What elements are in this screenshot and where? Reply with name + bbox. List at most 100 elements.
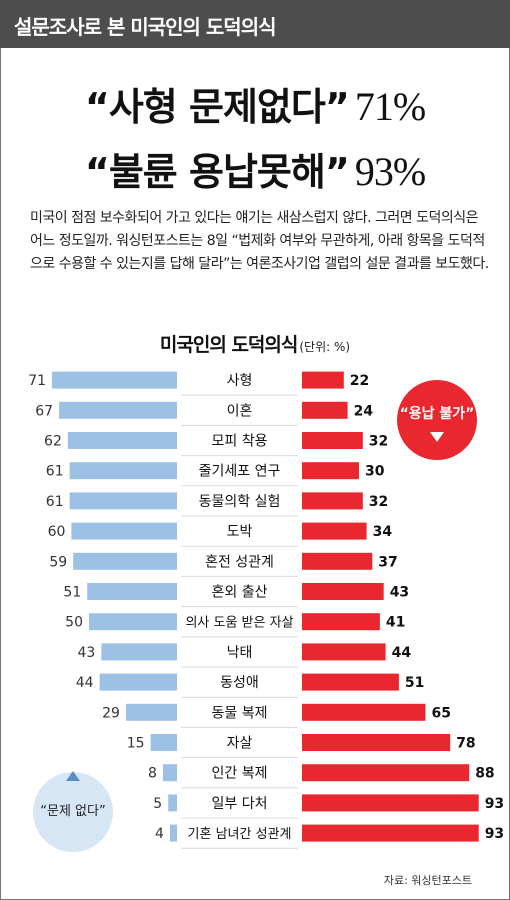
- legend-reject-label: “용납 불가”: [400, 405, 475, 422]
- category-column: [177, 355, 302, 851]
- category-label: 기혼 남녀간 성관계: [188, 827, 292, 842]
- reject-bar: [302, 492, 363, 510]
- category-label: 동성애: [220, 675, 259, 691]
- accept-value-label: 29: [102, 705, 120, 721]
- accept-bar: [59, 401, 177, 419]
- legend-accept-label: “문제 없다”: [40, 804, 105, 819]
- accept-value-label: 5: [153, 796, 162, 812]
- accept-value-label: 15: [127, 736, 145, 752]
- accept-value-label: 50: [65, 615, 83, 631]
- chart-title-text: 미국인의 도덕의식: [159, 334, 298, 356]
- moral-acceptance-chart: 사형 71 22 이혼 67 24 모피 착용 62 32 줄기세포 연구 61 30 동물의학 실험 6…: [28, 355, 504, 852]
- accept-value-label: 51: [63, 585, 81, 601]
- reject-value-label: 44: [392, 645, 412, 661]
- headline-1: “사형 문제없다” 71%: [0, 76, 510, 131]
- intro-paragraph: 미국이 점점 보수화되어 가고 있다는 얘기는 새삼스럽지 않다. 그러면 도덕…: [30, 210, 489, 272]
- accept-bar: [125, 703, 177, 721]
- category-label: 일부 다처: [212, 796, 268, 812]
- accept-value-label: 71: [28, 373, 46, 389]
- accept-value-label: 60: [48, 524, 66, 540]
- category-label: 이혼: [227, 403, 253, 419]
- reject-bar: [302, 734, 451, 751]
- accept-bar: [67, 432, 177, 449]
- accept-bar: [101, 643, 177, 661]
- category-label: 의사 도움 받은 자살: [185, 616, 293, 631]
- accept-bar: [99, 673, 177, 691]
- reject-bar: [302, 824, 479, 842]
- down-arrow-icon: [430, 432, 444, 442]
- reject-value-label: 65: [432, 705, 451, 721]
- reject-value-label: 93: [485, 826, 504, 842]
- category-label: 사형: [227, 373, 253, 389]
- accept-value-label: 4: [155, 826, 164, 842]
- category-label: 자살: [227, 736, 253, 752]
- accept-value-label: 67: [35, 403, 53, 419]
- reject-bar: [302, 462, 359, 480]
- accept-bar: [150, 734, 177, 751]
- accept-bar: [168, 794, 177, 812]
- source-note: 자료: 워싱턴포스트: [383, 874, 472, 887]
- reject-bar: [302, 673, 399, 691]
- category-label: 동물의학 실험: [199, 494, 281, 510]
- reject-bar: [302, 583, 384, 600]
- category-label: 동물 복제: [212, 705, 268, 721]
- up-arrow-icon: [66, 771, 80, 781]
- accept-bar: [89, 613, 177, 631]
- category-label: 낙태: [227, 645, 253, 661]
- headline-2-text: “불륜 용납못해”: [84, 150, 350, 194]
- reject-value-label: 24: [354, 403, 374, 419]
- reject-value-label: 22: [350, 373, 369, 389]
- headline-1-value: 71%: [354, 84, 426, 129]
- reject-bar: [302, 794, 479, 812]
- reject-bar: [302, 764, 470, 782]
- headline-2: “불륜 용납못해” 93%: [0, 141, 510, 196]
- accept-bar: [73, 552, 177, 570]
- reject-value-label: 43: [390, 585, 409, 601]
- headline-1-text: “사형 문제없다”: [84, 85, 350, 129]
- accept-value-label: 43: [77, 645, 95, 661]
- reject-value-label: 32: [369, 494, 388, 510]
- accept-value-label: 8: [148, 766, 157, 782]
- accept-value-label: 61: [46, 464, 64, 480]
- headline-2-value: 93%: [354, 149, 426, 194]
- header-bar: 설문조사로 본 미국인의 도덕의식: [0, 0, 510, 48]
- accept-bar: [52, 371, 177, 389]
- header-title: 설문조사로 본 미국인의 도덕의식: [14, 15, 276, 39]
- accept-bar: [69, 492, 177, 510]
- accept-value-label: 59: [49, 554, 67, 570]
- reject-bar: [302, 522, 367, 540]
- reject-value-label: 30: [365, 464, 385, 480]
- legend-accept-circle: [33, 772, 113, 852]
- chart-unit: (단위: %): [299, 340, 351, 354]
- accept-bar: [162, 764, 177, 782]
- accept-bar: [69, 462, 177, 480]
- reject-bar: [302, 643, 386, 661]
- reject-bar: [302, 371, 344, 389]
- reject-value-label: 37: [378, 554, 397, 570]
- reject-bar: [302, 552, 373, 570]
- accept-value-label: 44: [76, 675, 94, 691]
- reject-value-label: 51: [405, 675, 424, 691]
- category-label: 도박: [227, 524, 253, 540]
- reject-value-label: 41: [386, 615, 405, 631]
- category-label: 모피 착용: [212, 434, 268, 450]
- reject-value-label: 78: [456, 736, 475, 752]
- reject-value-label: 32: [369, 434, 388, 450]
- accept-value-label: 61: [46, 494, 64, 510]
- reject-bar: [302, 432, 363, 449]
- reject-bar: [302, 703, 426, 721]
- chart-title: 미국인의 도덕의식 (단위: %): [0, 330, 510, 357]
- reject-value-label: 88: [475, 766, 494, 782]
- accept-value-label: 62: [44, 434, 62, 450]
- category-label: 줄기세포 연구: [199, 464, 281, 480]
- reject-value-label: 93: [485, 796, 504, 812]
- accept-bar: [71, 522, 177, 540]
- reject-bar: [302, 613, 380, 631]
- accept-bar: [87, 583, 177, 600]
- category-label: 인간 복제: [212, 766, 268, 782]
- legend-reject-circle: [397, 380, 477, 460]
- reject-value-label: 34: [373, 524, 393, 540]
- accept-bar: [169, 824, 177, 842]
- reject-bar: [302, 401, 348, 419]
- category-label: 혼전 성관계: [205, 554, 274, 570]
